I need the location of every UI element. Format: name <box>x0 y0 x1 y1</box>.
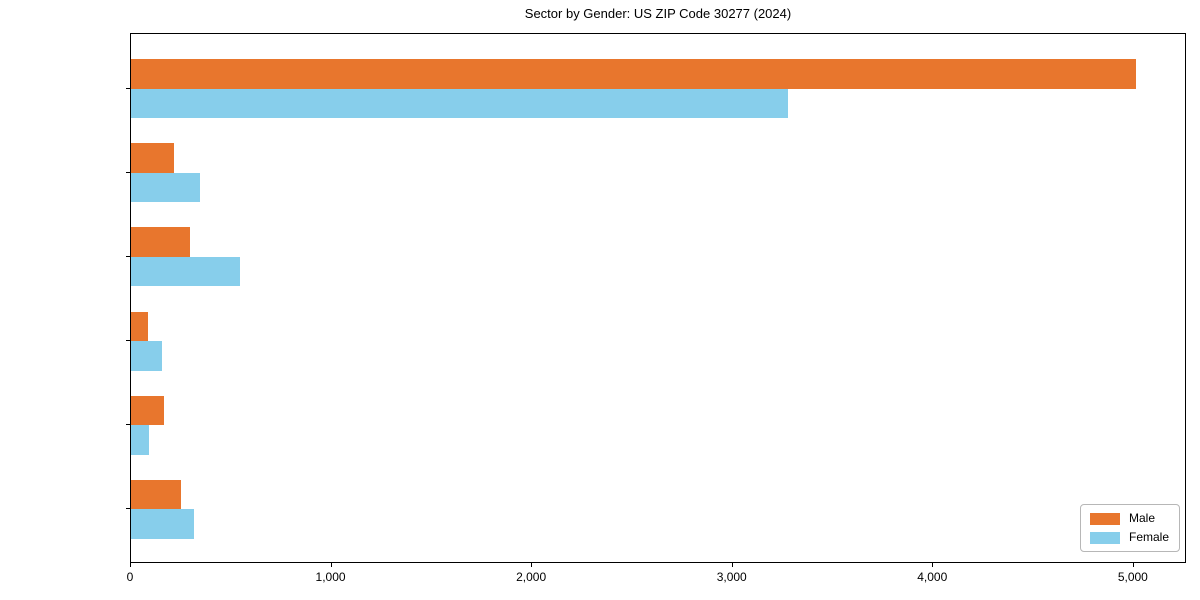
x-tick-mark <box>531 563 533 567</box>
bar-male-state-government <box>131 311 149 342</box>
bar-female-self-employed <box>131 509 195 539</box>
legend-label-male: Male <box>1128 511 1155 525</box>
y-tick-mark <box>126 508 130 510</box>
x-tick-mark <box>731 563 733 567</box>
x-tick-mark <box>330 563 332 567</box>
x-tick-label: 3,000 <box>716 570 747 584</box>
legend-swatch-male <box>1089 512 1120 525</box>
x-tick-label: 0 <box>126 570 134 584</box>
legend-swatch-female <box>1089 531 1120 544</box>
legend-label-female: Female <box>1128 530 1169 544</box>
bar-male-private-non-profit <box>131 143 175 173</box>
bar-male-local-government <box>131 227 191 257</box>
plot-area: Male Female <box>130 33 1186 563</box>
legend: Male Female <box>1079 504 1180 552</box>
y-tick-mark <box>126 424 130 426</box>
y-tick-mark <box>126 171 130 173</box>
y-tick-mark <box>126 255 130 257</box>
bar-male-federal-government <box>131 395 165 426</box>
bar-female-state-government <box>131 341 163 371</box>
x-tick-label: 5,000 <box>1117 570 1148 584</box>
x-tick-label: 1,000 <box>315 570 346 584</box>
chart-title: Sector by Gender: US ZIP Code 30277 (202… <box>524 6 792 21</box>
x-tick-mark <box>1132 563 1134 567</box>
x-tick-mark <box>130 563 131 567</box>
x-tick-label: 4,000 <box>917 570 948 584</box>
bar-female-local-government <box>131 256 241 287</box>
bar-male-private-for-profit <box>131 59 1136 89</box>
y-tick-mark <box>126 87 130 89</box>
bar-male-self-employed <box>131 479 182 510</box>
bar-female-private-non-profit <box>131 172 201 203</box>
y-tick-mark <box>126 340 130 342</box>
x-tick-label: 2,000 <box>516 570 547 584</box>
bar-female-federal-government <box>131 425 150 455</box>
bar-female-private-for-profit <box>131 88 788 119</box>
legend-item-female: Female <box>1089 530 1169 544</box>
legend-item-male: Male <box>1089 511 1169 525</box>
x-tick-mark <box>932 563 934 567</box>
